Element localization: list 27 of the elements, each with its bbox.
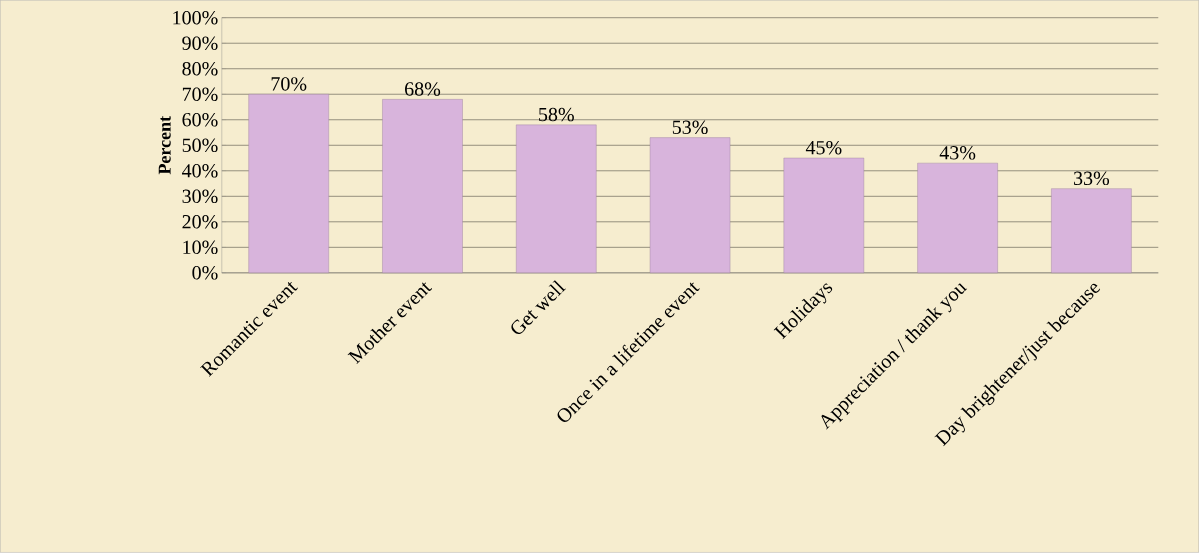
- data-label: 70%: [271, 77, 307, 91]
- data-label: 43%: [939, 146, 976, 160]
- y-tick-label: 50%: [182, 138, 218, 153]
- y-tick-label: 10%: [183, 240, 218, 255]
- bar: [649, 137, 731, 274]
- y-tick-label: 40%: [182, 164, 218, 178]
- y-tick-label: 100%: [173, 11, 218, 25]
- y-tick-label: 80%: [182, 62, 218, 76]
- y-tick-label: 60%: [182, 113, 218, 127]
- y-axis-title: Percent: [158, 116, 171, 175]
- y-tick-label: 30%: [182, 189, 218, 204]
- data-label: 68%: [405, 82, 441, 96]
- y-tick-label: 90%: [182, 36, 218, 51]
- x-tick-label: Get well: [511, 280, 566, 335]
- data-label: 33%: [1074, 171, 1110, 186]
- y-tick-label: 0%: [192, 266, 218, 280]
- bar: [382, 99, 463, 274]
- bar: [516, 124, 597, 274]
- data-label: 45%: [805, 141, 842, 155]
- bar: [1051, 188, 1132, 274]
- y-tick-label: 20%: [182, 215, 218, 229]
- bar: [783, 157, 865, 274]
- data-label: 53%: [672, 120, 708, 135]
- bar: [248, 94, 329, 274]
- bar: [917, 163, 998, 274]
- y-tick-label: 70%: [182, 87, 218, 102]
- data-label: 58%: [539, 107, 574, 122]
